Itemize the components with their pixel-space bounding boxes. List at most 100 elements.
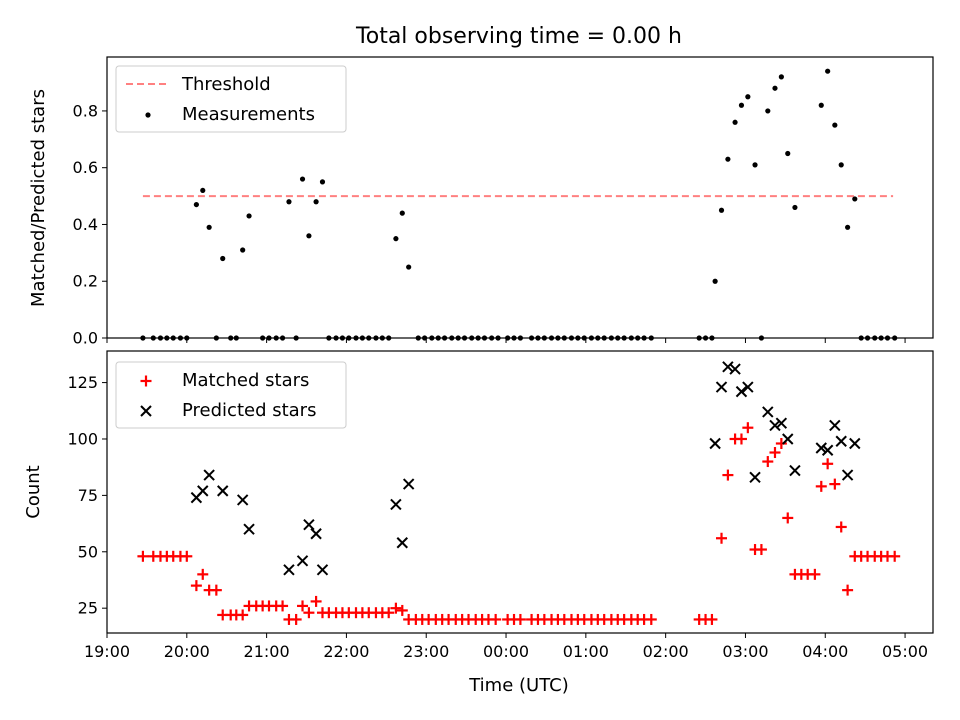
x-tick-label: 23:00 (403, 642, 449, 661)
measurement-point (832, 122, 838, 128)
predicted-stars-point (217, 485, 229, 497)
matched-stars-point (490, 613, 502, 625)
measurement-point (792, 204, 798, 211)
legend-measurements-label: Measurements (182, 104, 315, 125)
predicted-stars-point (835, 435, 847, 447)
measurement-point (732, 119, 738, 125)
predicted-stars-point (402, 478, 415, 490)
x-tick-label: 02:00 (643, 642, 689, 661)
predicted-stars-point (815, 442, 827, 454)
predicted-stars-point (789, 464, 801, 477)
measurement-point (718, 207, 725, 213)
measurement-point (712, 278, 718, 284)
top-plot-frame (106, 56, 934, 339)
predicted-stars-point (283, 564, 295, 576)
matched-stars-point (210, 584, 222, 596)
measurement-point (286, 199, 292, 205)
legend-measurements-marker (145, 112, 151, 118)
measurement-point (240, 247, 246, 253)
measurement-point (200, 187, 206, 194)
matched-stars-point (769, 447, 781, 459)
measurement-point (778, 74, 784, 80)
x-tick-label: 01:00 (563, 642, 609, 661)
legend-threshold-label: Threshold (181, 74, 271, 95)
measurement-point (246, 213, 252, 219)
predicted-stars-point (749, 471, 761, 484)
predicted-stars-point (762, 406, 774, 418)
matched-stars-point (735, 433, 747, 445)
y-tick-label: 25 (78, 599, 98, 618)
predicted-stars-point (236, 494, 249, 506)
matched-stars-point (835, 521, 847, 533)
matched-stars-point (396, 604, 408, 616)
measurement-point (765, 108, 771, 114)
predicted-stars-point (709, 437, 721, 450)
matched-stars-point (297, 600, 309, 612)
predicted-stars-point (829, 419, 841, 432)
predicted-stars-point (197, 485, 209, 497)
y-tick-label: 100 (67, 429, 98, 448)
matched-stars-point (290, 613, 302, 625)
predicted-stars-point (316, 564, 329, 576)
bottom-plot-frame (106, 350, 934, 634)
top-y-ticks: 0.0 0.2 0.4 0.6 0.8 (73, 101, 107, 348)
matched-stars-point (181, 550, 193, 562)
measurement-point (772, 85, 778, 91)
x-tick-label: 20:00 (164, 642, 210, 661)
measurement-point (306, 233, 312, 239)
top-x-ticks (106, 338, 906, 343)
measurement-point (193, 201, 199, 208)
matched-stars-point (822, 458, 834, 470)
measurement-point (752, 162, 758, 168)
bottom-plot-data (137, 361, 901, 625)
y-tick-label: 75 (78, 486, 98, 505)
x-tick-label: 00:00 (483, 642, 529, 661)
top-y-axis-label: Matched/Predicted stars (28, 89, 49, 307)
matched-stars-point (716, 532, 728, 544)
matched-stars-point (190, 580, 202, 592)
matched-stars-point (390, 602, 402, 614)
top-legend: Threshold Measurements (115, 65, 347, 133)
measurement-point (319, 179, 326, 185)
matched-stars-point (809, 568, 821, 580)
measurement-point (785, 150, 791, 157)
predicted-stars-point (296, 555, 309, 567)
measurement-point (838, 162, 844, 168)
predicted-stars-point (722, 361, 734, 373)
predicted-stars-point (769, 419, 781, 432)
legend-predicted-label: Predicted stars (182, 400, 316, 421)
predicted-stars-point (841, 469, 854, 481)
matched-stars-point (722, 469, 734, 481)
measurement-point (299, 176, 306, 182)
measurement-point (406, 264, 412, 270)
predicted-stars-point (396, 537, 408, 549)
predicted-stars-point (303, 519, 315, 531)
y-tick-label: 0.2 (73, 272, 98, 291)
measurement-point (825, 68, 831, 74)
measurement-point (818, 102, 824, 108)
measurement-point (852, 196, 858, 202)
matched-stars-point (742, 422, 754, 434)
chart-title: Total observing time = 0.00 h (355, 24, 682, 49)
legend-matched-label: Matched stars (182, 370, 309, 391)
bottom-y-axis-label: Count (23, 465, 44, 518)
x-tick-label: 19:00 (84, 642, 130, 661)
matched-stars-point (815, 480, 827, 492)
matched-stars-point (829, 478, 841, 490)
matched-stars-point (755, 544, 767, 556)
y-tick-label: 125 (67, 373, 98, 392)
measurement-point (845, 224, 851, 230)
measurement-point (738, 102, 745, 108)
matched-stars-point (137, 550, 149, 562)
x-axis-label: Time (UTC) (468, 675, 569, 696)
measurement-point (206, 224, 212, 230)
predicted-stars-point (849, 437, 861, 450)
matched-stars-point (706, 613, 718, 625)
y-tick-label: 0.8 (73, 101, 98, 120)
x-tick-label: 05:00 (882, 642, 928, 661)
bottom-legend: Matched stars Predicted stars (115, 361, 347, 429)
matched-stars-point (782, 512, 794, 524)
matched-stars-point (310, 595, 322, 607)
predicted-stars-point (243, 523, 255, 535)
matched-stars-point (775, 437, 787, 449)
